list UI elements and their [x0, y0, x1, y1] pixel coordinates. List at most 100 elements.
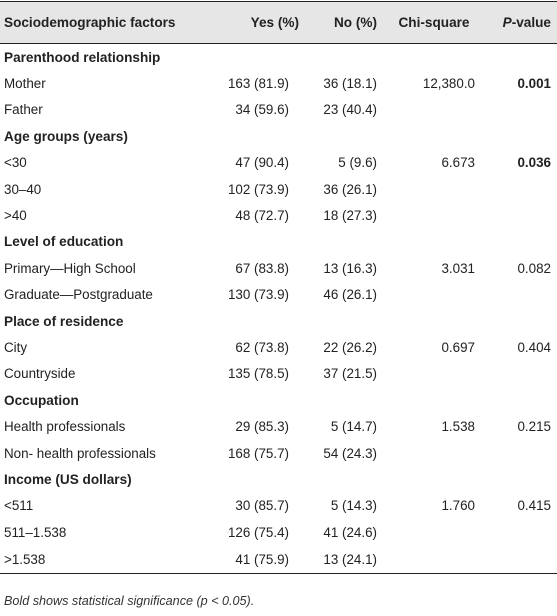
row-label: City: [4, 339, 28, 355]
section-row: Parenthood relationship: [0, 44, 557, 71]
yes-value: 41 (75.9): [200, 545, 305, 575]
chi-square-value: 3.031: [441, 260, 475, 276]
no-value: 23 (40.4): [323, 102, 377, 118]
yes-value: 30 (85.7): [235, 498, 289, 514]
table-row: Mother 163 (81.9) 36 (18.1) 12,380.0 0.001: [0, 70, 557, 96]
p-value: 0.082: [517, 260, 551, 276]
table-row: <30 47 (90.4) 5 (9.6) 6.673 0.036: [0, 150, 557, 176]
row-label: <30: [4, 155, 27, 171]
chi-square-value: 0.697: [441, 339, 475, 355]
chi-square-value: [383, 176, 485, 202]
p-value: [485, 97, 557, 123]
no-value: 13 (16.3): [323, 260, 377, 276]
table-row: Countryside 135 (78.5) 37 (21.5): [0, 361, 557, 387]
p-value: 0.001: [517, 76, 551, 92]
section-row: Level of education: [0, 229, 557, 255]
header-no: No (%): [305, 1, 383, 44]
p-value: [485, 176, 557, 202]
no-value: 13 (24.1): [305, 545, 383, 575]
section-row: Income (US dollars): [0, 466, 557, 492]
no-value: 37 (21.5): [323, 366, 377, 382]
table-row: 511–1.538 126 (75.4) 41 (24.6): [0, 519, 557, 545]
p-value: [485, 282, 557, 308]
table-row: City 62 (73.8) 22 (26.2) 0.697 0.404: [0, 334, 557, 360]
table-row: >40 48 (72.7) 18 (27.3): [0, 202, 557, 228]
table-row: Father 34 (59.6) 23 (40.4): [0, 97, 557, 123]
yes-value: 48 (72.7): [235, 208, 289, 224]
header-chi-square: Chi-square: [383, 1, 485, 44]
row-label: Non- health professionals: [4, 445, 156, 461]
p-value: [485, 519, 557, 545]
no-value: 5 (14.7): [330, 419, 377, 435]
row-label: Mother: [4, 76, 46, 92]
table-row: Non- health professionals 168 (75.7) 54 (2…: [0, 440, 557, 466]
row-label: >1.538: [0, 545, 200, 575]
section-title: Place of residence: [4, 313, 124, 329]
no-value: 22 (26.2): [323, 339, 377, 355]
chi-square-value: 6.673: [441, 155, 475, 171]
yes-value: 47 (90.4): [235, 155, 289, 171]
p-value: [485, 202, 557, 228]
no-value: 54 (24.3): [323, 445, 377, 461]
yes-value: 102 (73.9): [227, 181, 289, 197]
chi-square-value: [383, 282, 485, 308]
p-value: [485, 440, 557, 466]
table-footnote: Bold shows statistical significance (p <…: [4, 594, 255, 608]
p-value: 0.215: [517, 419, 551, 435]
chi-square-value: [383, 519, 485, 545]
section-row: Occupation: [0, 387, 557, 413]
chi-square-value: [383, 97, 485, 123]
yes-value: 126 (75.4): [227, 524, 289, 540]
row-label: Countryside: [4, 366, 76, 382]
no-value: 36 (26.1): [323, 181, 377, 197]
table-row: 30–40 102 (73.9) 36 (26.1): [0, 176, 557, 202]
row-label: Father: [4, 102, 43, 118]
header-yes: Yes (%): [200, 1, 305, 44]
section-row: Place of residence: [0, 308, 557, 334]
sociodemographic-table: Sociodemographic factors Yes (%) No (%) …: [0, 1, 557, 575]
no-value: 46 (26.1): [323, 287, 377, 303]
table-row: <511 30 (85.7) 5 (14.3) 1.760 0.415: [0, 493, 557, 519]
chi-square-value: 12,380.0: [422, 76, 475, 92]
no-value: 36 (18.1): [323, 76, 377, 92]
row-label: >40: [4, 208, 27, 224]
header-p-suffix: -value: [511, 15, 551, 30]
table-row: Health professionals 29 (85.3) 5 (14.7) 1.5…: [0, 413, 557, 439]
p-value: [485, 361, 557, 387]
row-label: <511: [4, 498, 34, 514]
yes-value: 62 (73.8): [235, 339, 289, 355]
header-factor: Sociodemographic factors: [0, 1, 200, 44]
table-body: Parenthood relationship Mother 163 (81.9) 3…: [0, 44, 557, 575]
no-value: 18 (27.3): [323, 208, 377, 224]
table-header: Sociodemographic factors Yes (%) No (%) …: [0, 1, 557, 44]
section-title: Age groups (years): [4, 128, 128, 144]
row-label: Health professionals: [4, 419, 126, 435]
section-title: Parenthood relationship: [4, 49, 161, 65]
row-label: Primary—High School: [4, 260, 136, 276]
yes-value: 34 (59.6): [235, 102, 289, 118]
yes-value: 163 (81.9): [227, 76, 289, 92]
yes-value: 135 (78.5): [227, 366, 289, 382]
section-title: Occupation: [4, 392, 79, 408]
table-row: >1.538 41 (75.9) 13 (24.1): [0, 545, 557, 575]
section-title: Income (US dollars): [4, 471, 132, 487]
no-value: 5 (14.3): [330, 498, 377, 514]
row-label: Graduate—Postgraduate: [4, 287, 153, 303]
row-label: 511–1.538: [4, 524, 67, 540]
chi-square-value: [383, 361, 485, 387]
yes-value: 67 (83.8): [235, 260, 289, 276]
p-value: 0.036: [517, 155, 551, 171]
chi-square-value: [383, 440, 485, 466]
table-row: Primary—High School 67 (83.8) 13 (16.3) 3.0…: [0, 255, 557, 281]
chi-square-value: [383, 202, 485, 228]
chi-square-value: 1.760: [441, 498, 475, 514]
p-value: [485, 545, 557, 575]
yes-value: 29 (85.3): [235, 419, 289, 435]
chi-square-value: [383, 545, 485, 575]
p-value: 0.404: [517, 339, 551, 355]
section-title: Level of education: [4, 234, 124, 250]
yes-value: 130 (73.9): [227, 287, 289, 303]
no-value: 5 (9.6): [338, 155, 377, 171]
header-p-letter: P: [502, 15, 512, 30]
